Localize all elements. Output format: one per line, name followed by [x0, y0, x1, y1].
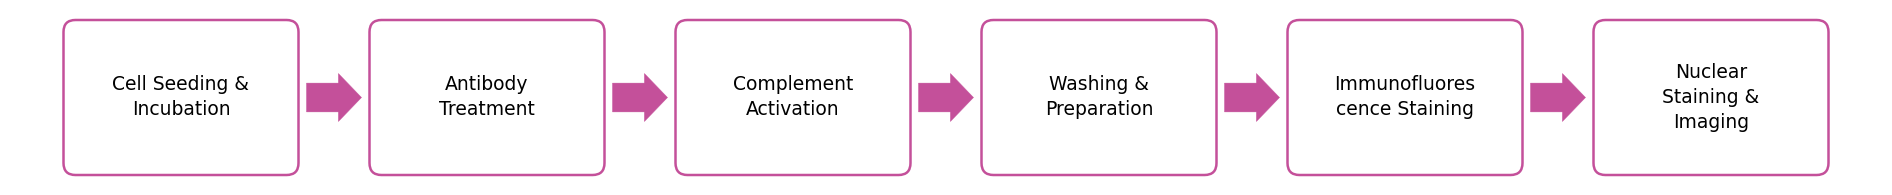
- FancyBboxPatch shape: [982, 20, 1217, 175]
- FancyBboxPatch shape: [675, 20, 910, 175]
- Text: Immunofluores
cence Staining: Immunofluores cence Staining: [1334, 75, 1476, 120]
- Text: Antibody
Treatment: Antibody Treatment: [439, 75, 535, 120]
- Polygon shape: [1224, 74, 1279, 121]
- Text: Nuclear
Staining &
Imaging: Nuclear Staining & Imaging: [1663, 63, 1760, 132]
- Polygon shape: [307, 74, 361, 121]
- Text: Complement
Activation: Complement Activation: [732, 75, 853, 120]
- FancyBboxPatch shape: [1593, 20, 1828, 175]
- Text: Cell Seeding &
Incubation: Cell Seeding & Incubation: [112, 75, 250, 120]
- Polygon shape: [613, 74, 668, 121]
- FancyBboxPatch shape: [64, 20, 299, 175]
- Polygon shape: [918, 74, 974, 121]
- FancyBboxPatch shape: [1287, 20, 1523, 175]
- Polygon shape: [1531, 74, 1585, 121]
- Text: Washing &
Preparation: Washing & Preparation: [1044, 75, 1154, 120]
- FancyBboxPatch shape: [369, 20, 605, 175]
